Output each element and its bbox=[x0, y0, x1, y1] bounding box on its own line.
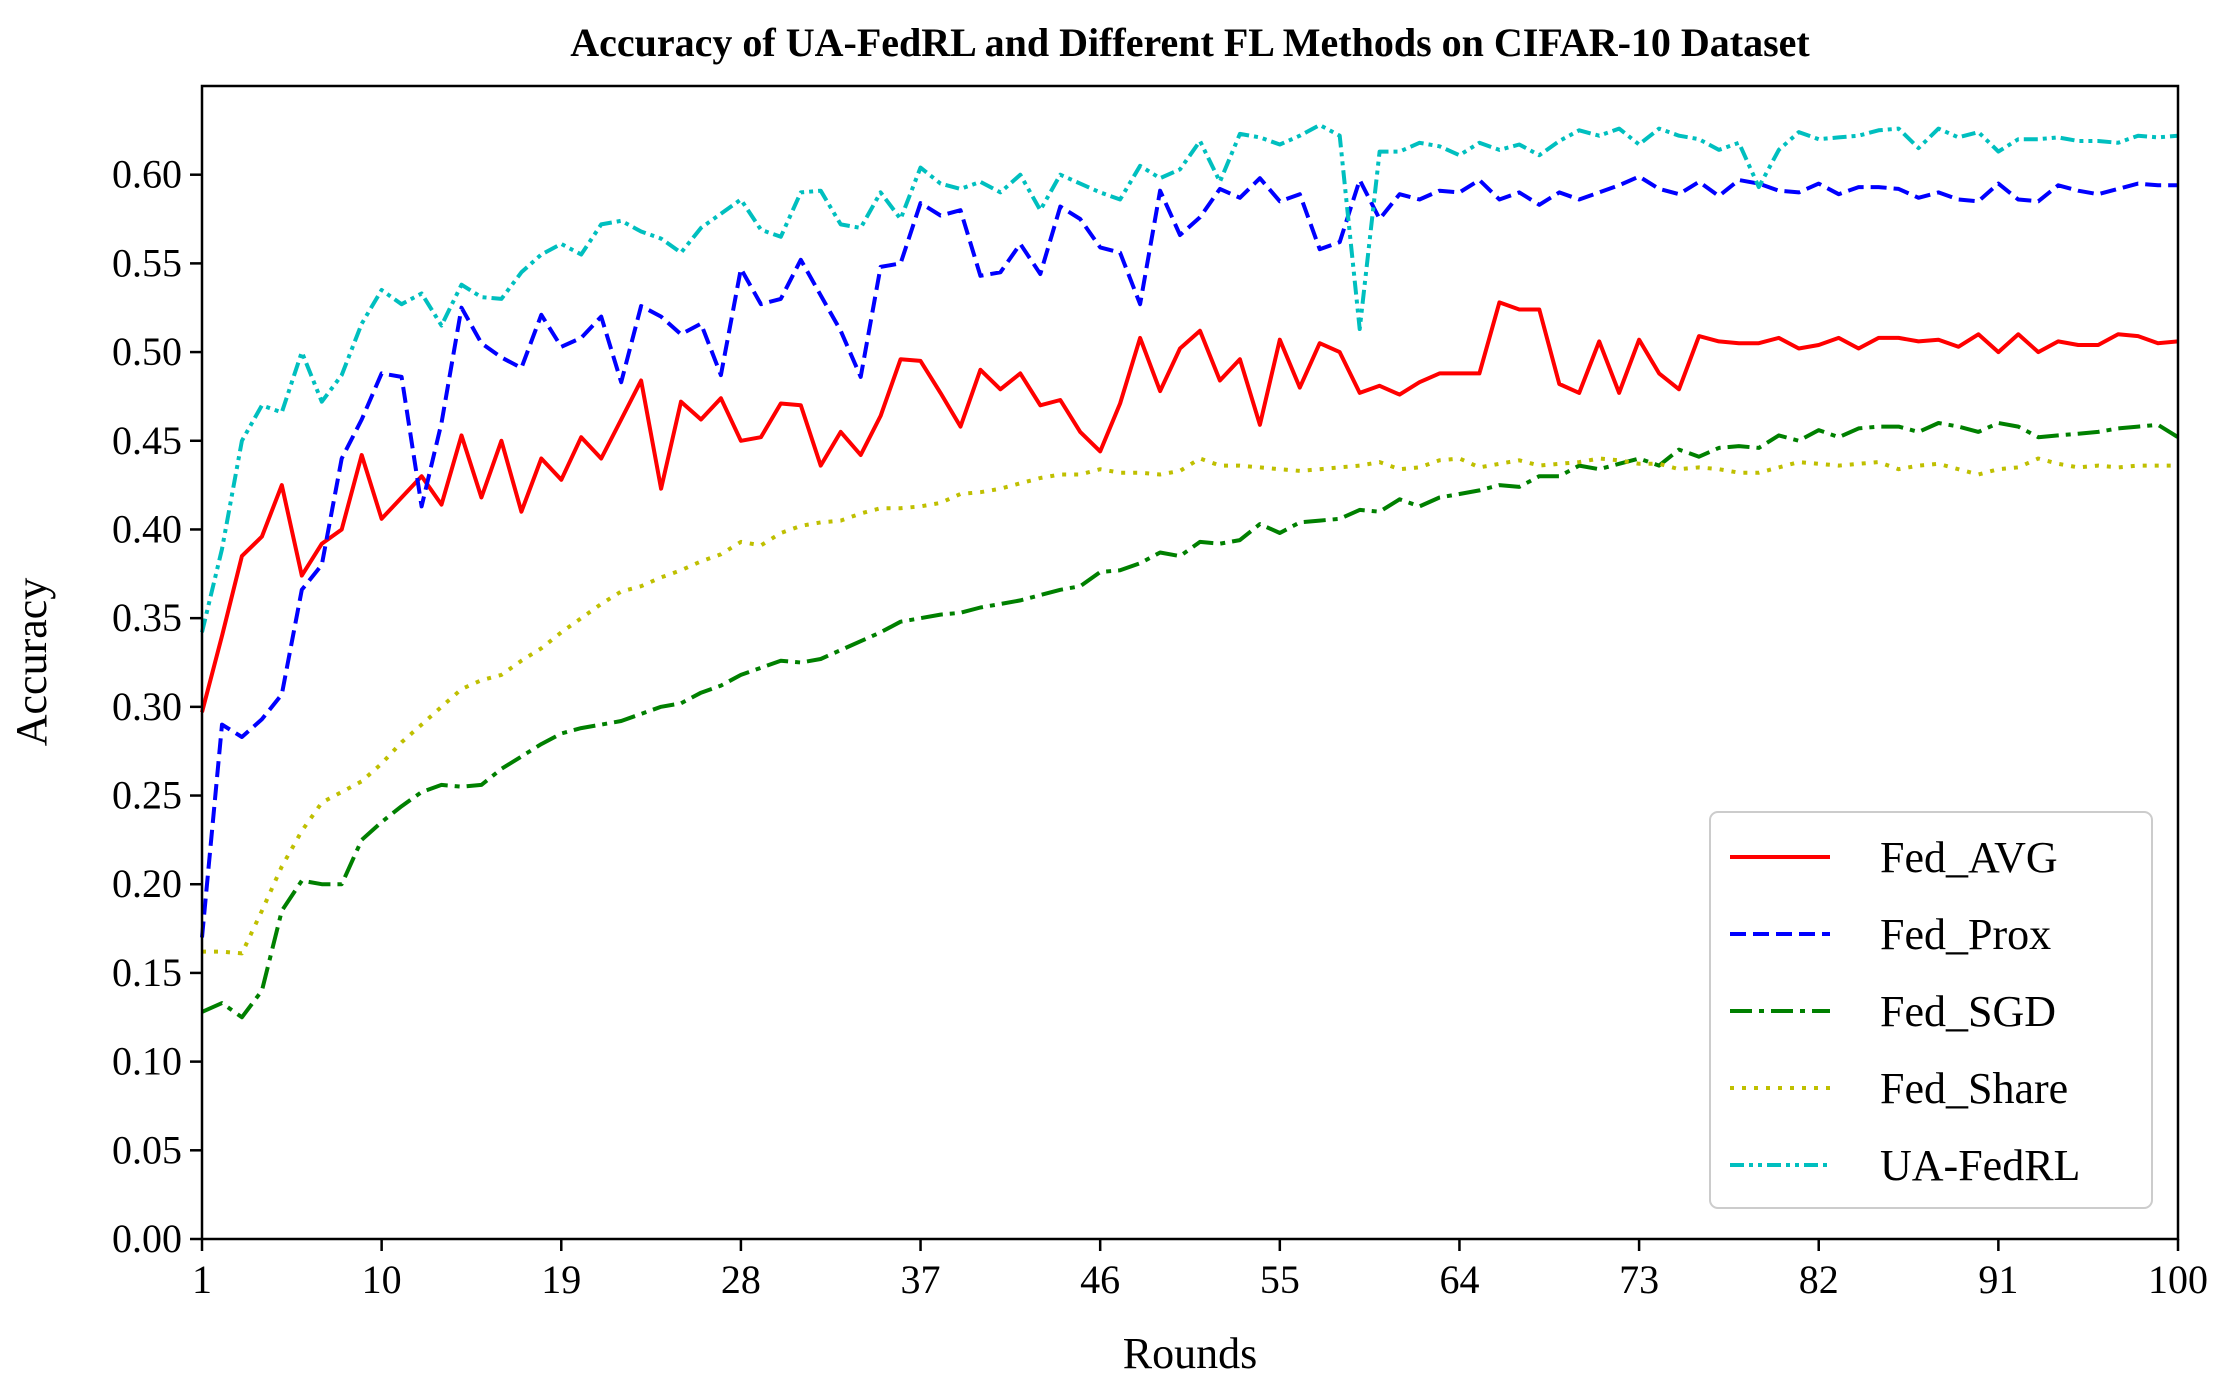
legend-label: UA-FedRL bbox=[1880, 1141, 2080, 1190]
y-tick-label: 0.45 bbox=[112, 418, 182, 463]
legend-label: Fed_SGD bbox=[1880, 987, 2056, 1036]
y-tick-label: 0.05 bbox=[112, 1127, 182, 1172]
x-tick-label: 46 bbox=[1080, 1257, 1120, 1302]
x-tick-label: 1 bbox=[192, 1257, 212, 1302]
x-tick-label: 55 bbox=[1260, 1257, 1300, 1302]
x-tick-label: 73 bbox=[1619, 1257, 1659, 1302]
x-tick-label: 28 bbox=[721, 1257, 761, 1302]
legend-label: Fed_AVG bbox=[1880, 833, 2058, 882]
y-axis: 0.00 0.05 0.10 0.15 0.20 0.25 0.30 0.35 0.40 0.45… bbox=[112, 152, 202, 1261]
x-tick-label: 64 bbox=[1439, 1257, 1479, 1302]
series-line-fed-share bbox=[202, 456, 2178, 956]
x-tick-label: 10 bbox=[362, 1257, 402, 1302]
y-tick-label: 0.00 bbox=[112, 1216, 182, 1261]
legend-label: Fed_Prox bbox=[1880, 910, 2051, 959]
y-tick-label: 0.60 bbox=[112, 152, 182, 197]
series-line-fed-avg bbox=[200, 300, 2179, 713]
series-line-fed-sgd bbox=[201, 421, 2180, 1020]
x-tick-label: 91 bbox=[1978, 1257, 2018, 1302]
y-tick-label: 0.10 bbox=[112, 1039, 182, 1084]
series-line-ua-fedrl bbox=[200, 123, 2179, 633]
x-tick-label: 37 bbox=[901, 1257, 941, 1302]
x-tick-label: 82 bbox=[1799, 1257, 1839, 1302]
y-tick-label: 0.35 bbox=[112, 595, 182, 640]
legend-box bbox=[1709, 811, 2153, 1209]
y-tick-label: 0.55 bbox=[112, 240, 182, 285]
y-tick-label: 0.30 bbox=[112, 684, 182, 729]
x-axis: 1 10 19 28 37 46 55 64 73 82 91 100 bbox=[192, 1239, 2208, 1302]
x-axis-label: Rounds bbox=[1123, 1329, 1257, 1378]
plot-frame bbox=[200, 84, 2180, 1241]
y-tick-label: 0.40 bbox=[112, 506, 182, 551]
series-line-fed-prox bbox=[200, 174, 2178, 938]
plot-lines bbox=[200, 123, 2180, 1020]
x-tick-label: 19 bbox=[541, 1257, 581, 1302]
legend-label: Fed_Share bbox=[1880, 1064, 2068, 1113]
y-tick-label: 0.15 bbox=[112, 950, 182, 995]
legend: Fed_AVG Fed_Prox Fed_SGD Fed_Share UA-FedRL bbox=[1709, 811, 2153, 1209]
y-tick-label: 0.20 bbox=[112, 861, 182, 906]
x-tick-label: 100 bbox=[2148, 1257, 2208, 1302]
y-axis-label: Accuracy bbox=[7, 578, 56, 747]
y-tick-label: 0.25 bbox=[112, 773, 182, 818]
y-tick-label: 0.50 bbox=[112, 329, 182, 374]
chart-title: Accuracy of UA-FedRL and Different FL Me… bbox=[570, 20, 1810, 65]
